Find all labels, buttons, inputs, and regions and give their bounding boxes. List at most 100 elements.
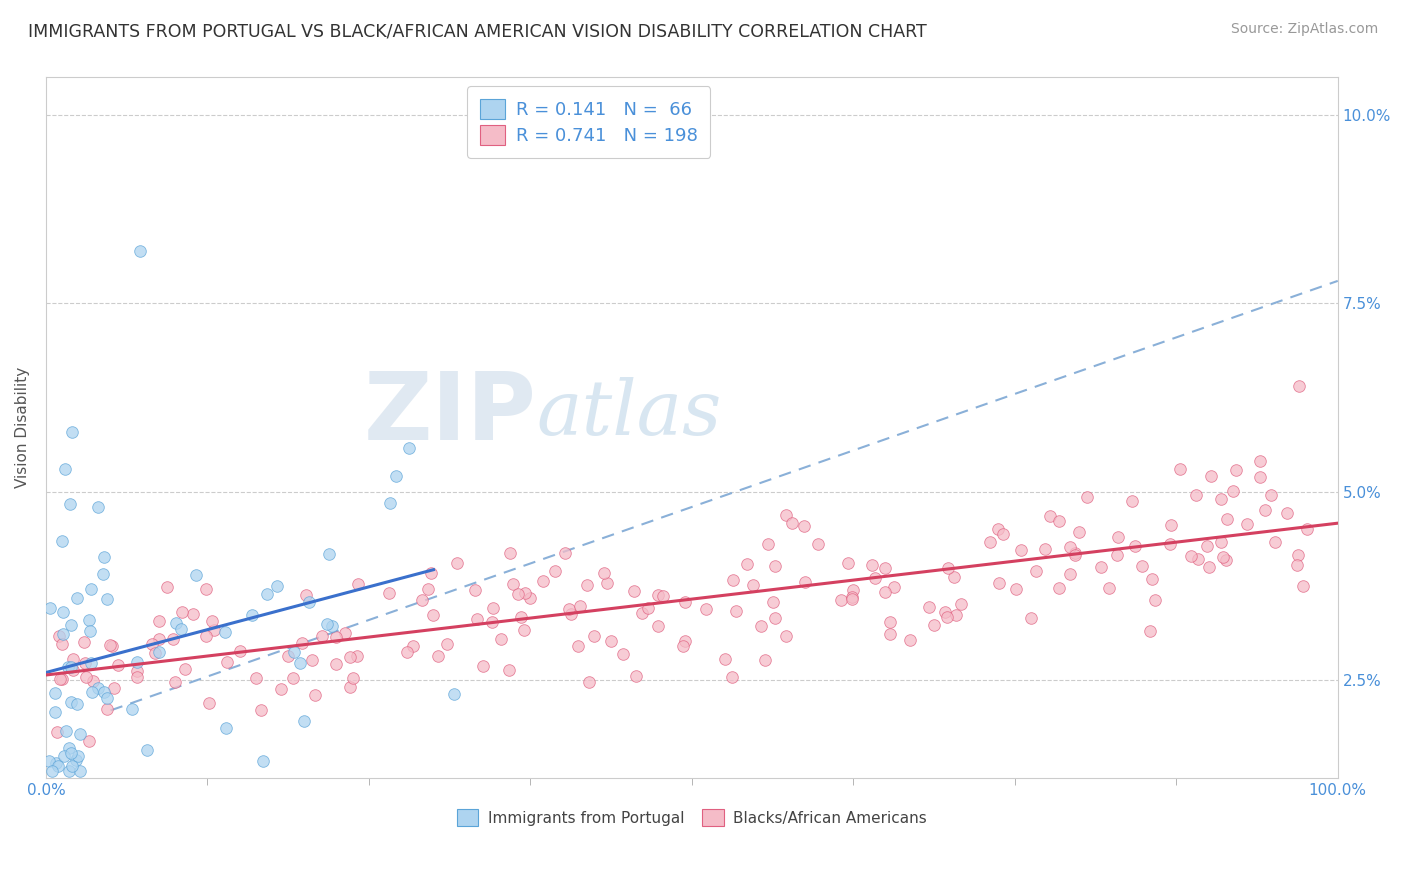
- Point: [41, 764, 63, 778]
- Point: [443, 688, 465, 702]
- Point: [1063, 546, 1085, 560]
- Point: [67, 748, 90, 763]
- Point: [623, 584, 645, 599]
- Point: [567, 639, 589, 653]
- Point: [73, 635, 96, 649]
- Point: [673, 595, 696, 609]
- Point: [582, 629, 605, 643]
- Point: [472, 659, 495, 673]
- Point: [775, 508, 797, 522]
- Point: [1264, 535, 1286, 549]
- Point: [69, 764, 91, 778]
- Point: [52, 748, 75, 763]
- Point: [1025, 564, 1047, 578]
- Point: [215, 655, 238, 669]
- Point: [101, 640, 124, 654]
- Point: [60, 758, 83, 772]
- Point: [82, 674, 104, 689]
- Point: [922, 618, 945, 632]
- Point: [499, 546, 522, 560]
- Point: [558, 602, 581, 616]
- Point: [52, 626, 75, 640]
- Point: [129, 244, 152, 258]
- Point: [513, 586, 536, 600]
- Point: [647, 618, 669, 632]
- Point: [411, 593, 433, 607]
- Point: [1107, 530, 1129, 544]
- Point: [127, 670, 149, 684]
- Point: [596, 576, 619, 591]
- Point: [1159, 537, 1181, 551]
- Point: [301, 653, 323, 667]
- Point: [298, 595, 321, 609]
- Point: [44, 686, 66, 700]
- Point: [214, 624, 236, 639]
- Point: [170, 622, 193, 636]
- Point: [58, 741, 80, 756]
- Point: [1288, 379, 1310, 393]
- Point: [395, 645, 418, 659]
- Point: [1225, 463, 1247, 477]
- Point: [575, 578, 598, 592]
- Point: [342, 671, 364, 685]
- Point: [942, 570, 965, 584]
- Point: [672, 639, 695, 653]
- Point: [513, 623, 536, 637]
- Point: [1067, 524, 1090, 539]
- Point: [652, 589, 675, 603]
- Point: [1076, 490, 1098, 504]
- Point: [51, 533, 73, 548]
- Point: [1254, 502, 1277, 516]
- Point: [1005, 582, 1028, 596]
- Text: atlas: atlas: [537, 376, 723, 450]
- Point: [860, 558, 883, 572]
- Point: [841, 590, 863, 604]
- Point: [979, 535, 1001, 549]
- Point: [533, 574, 555, 588]
- Point: [291, 636, 314, 650]
- Point: [1236, 516, 1258, 531]
- Point: [49, 672, 72, 686]
- Point: [65, 753, 87, 767]
- Point: [141, 637, 163, 651]
- Point: [321, 619, 343, 633]
- Point: [1160, 518, 1182, 533]
- Point: [1139, 624, 1161, 638]
- Point: [316, 616, 339, 631]
- Point: [1107, 548, 1129, 562]
- Point: [59, 618, 82, 632]
- Legend: Immigrants from Portugal, Blacks/African Americans: Immigrants from Portugal, Blacks/African…: [450, 802, 935, 834]
- Point: [80, 582, 103, 596]
- Point: [612, 647, 634, 661]
- Point: [62, 663, 84, 677]
- Point: [879, 627, 901, 641]
- Point: [53, 462, 76, 476]
- Point: [339, 680, 361, 694]
- Point: [304, 688, 326, 702]
- Point: [1047, 514, 1070, 528]
- Point: [554, 546, 576, 560]
- Point: [991, 527, 1014, 541]
- Point: [197, 696, 219, 710]
- Point: [879, 615, 901, 629]
- Point: [346, 648, 368, 663]
- Point: [266, 579, 288, 593]
- Point: [1047, 582, 1070, 596]
- Point: [1011, 542, 1033, 557]
- Point: [292, 714, 315, 728]
- Point: [1201, 469, 1223, 483]
- Point: [62, 651, 84, 665]
- Point: [58, 764, 80, 778]
- Point: [339, 649, 361, 664]
- Point: [593, 566, 616, 580]
- Point: [1222, 483, 1244, 498]
- Point: [842, 582, 865, 597]
- Point: [721, 574, 744, 588]
- Point: [46, 759, 69, 773]
- Point: [416, 582, 439, 597]
- Point: [145, 646, 167, 660]
- Point: [398, 441, 420, 455]
- Point: [782, 516, 804, 530]
- Point: [1286, 548, 1309, 562]
- Point: [121, 702, 143, 716]
